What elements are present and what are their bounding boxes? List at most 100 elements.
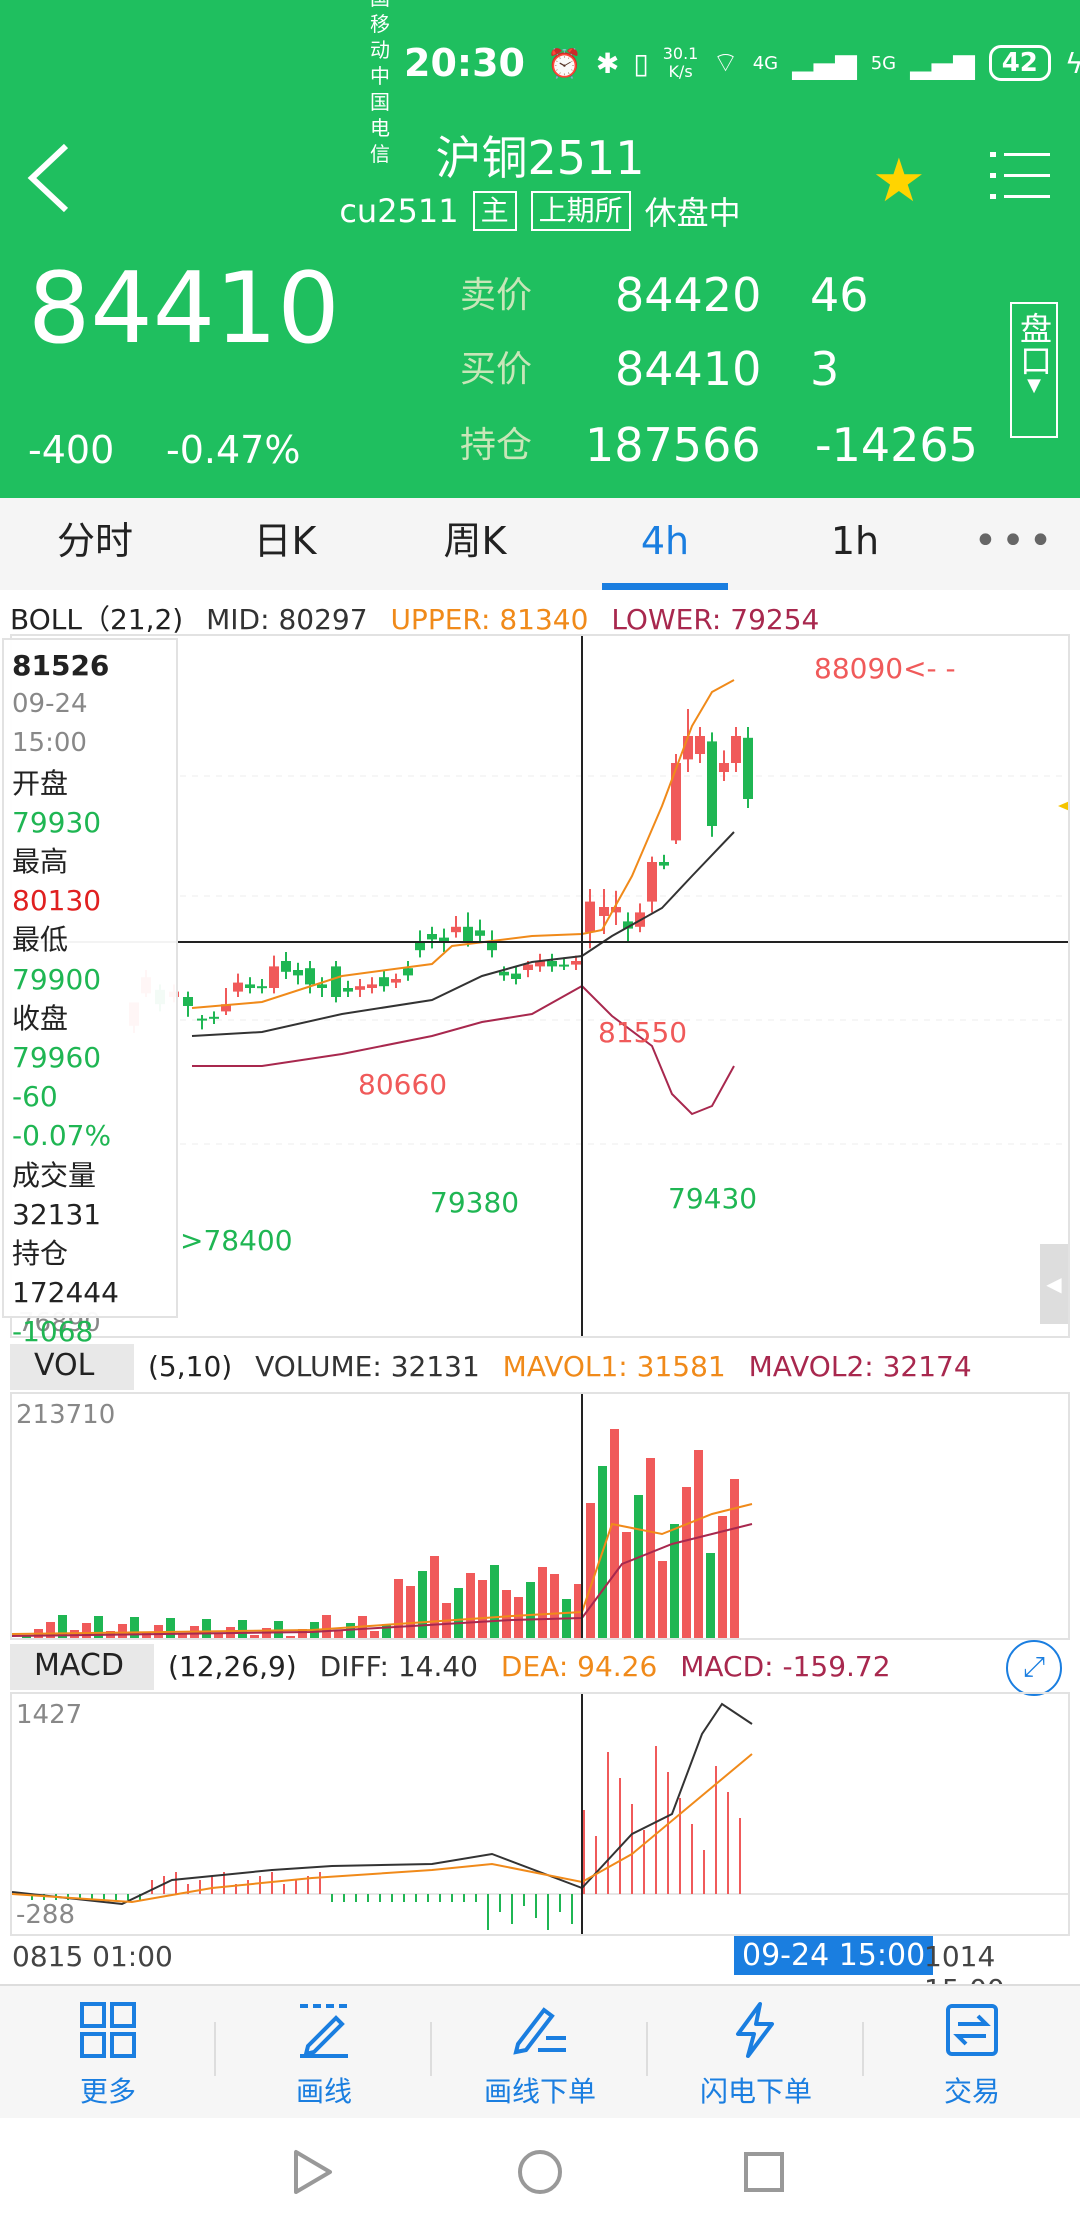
vol-volume: VOLUME: 32131 [255,1350,480,1383]
annotation-79380: 79380 [430,1186,520,1219]
macd-indicator-tag[interactable]: MACD [10,1644,154,1690]
candle-body [197,1018,207,1021]
boll-mid: MID: 80297 [206,603,368,636]
volume-svg [12,1394,753,1638]
kline-chart[interactable]: 76890 ◀ [10,634,1070,1338]
tab-daily[interactable]: 日K [253,519,317,563]
contract-code: cu2511 [339,192,459,230]
volume-bar [634,1495,643,1638]
chart-side-handle[interactable]: ◀ [1040,1244,1068,1324]
candle-body [305,968,315,985]
signal-label-4g: 4G [752,52,779,74]
macd-dea: DEA: 94.26 [500,1650,658,1683]
annotation-81550: 81550 [598,1016,688,1049]
draw-line-button[interactable]: 画线 [216,1986,432,2118]
candle-body [659,862,669,866]
candle-body [707,741,717,826]
volume-bar [58,1615,67,1638]
tab-more[interactable]: ••• [973,518,1057,564]
quote-size: 3 [810,342,840,396]
back-arrow-icon[interactable] [22,138,82,218]
pankou-button[interactable]: 盘口 ▼ [1010,302,1058,438]
list-menu-icon[interactable] [990,148,1050,202]
trade-button[interactable]: 交易 [864,1986,1080,2118]
candle-body [611,907,621,913]
tooltip-value: 81526 [12,649,110,682]
status-bar: 中国移动 中国电信 20:30 ⏰ ✱ ▯ 30.1 K/s ⌔ 4G ▂▄▆ … [370,0,1080,166]
signal-label-5g: 5G [870,52,897,74]
volume-bar [334,1630,343,1638]
draw-order-button[interactable]: 画线下单 [432,1986,648,2118]
volume-bar [238,1620,247,1638]
bottom-toolbar: 更多 画线 画线下单 闪电下单 交易 [0,1984,1080,2118]
volume-bar [574,1584,583,1638]
caret-down-icon: ▼ [1027,375,1041,396]
vol-params: (5,10) [148,1350,233,1383]
nav-back-icon[interactable] [294,2150,332,2194]
volume-bar [382,1624,391,1638]
nav-home-icon[interactable] [518,2150,562,2194]
more-button[interactable]: 更多 [0,1986,216,2118]
macd-chart[interactable]: 1427 -288 [10,1692,1070,1936]
candle-body [355,986,365,990]
volume-bar [490,1565,499,1638]
volume-bar [298,1629,307,1638]
quote-price: 84420 [615,268,762,322]
vibrate-icon: ▯ [633,46,649,80]
exchange-tag: 上期所 [530,191,631,231]
fullscreen-expand-icon[interactable]: ⤢ [1006,1640,1062,1696]
tooltip-high: 80130 [12,884,102,918]
vol-indicator-tag[interactable]: VOL [10,1344,134,1390]
annotation-high: 88090<- - [814,652,956,685]
crosshair-tooltip: 81526 09-24 15:00 开盘 79930 最高 80130 最低 7… [2,638,178,1348]
subtitle: cu2511 主 上期所 休盘中 [0,188,1080,234]
tooltip-date: 09-24 15:00 [12,689,88,759]
candle-body [463,926,473,942]
volume-bar [178,1633,187,1638]
candle-body [331,966,341,997]
macd-dea-line [12,1753,753,1904]
nav-recents-icon[interactable] [744,2152,784,2192]
candle-body [317,984,327,988]
quote-price: 84410 [615,342,762,396]
boll-upper: UPPER: 81340 [390,603,589,636]
candle-body [451,926,461,933]
flash-order-button[interactable]: 闪电下单 [648,1986,864,2118]
volume-bar [526,1582,535,1638]
tab-4h[interactable]: 4h [570,498,760,590]
candle-body [233,982,243,992]
tooltip-close-label: 收盘 [12,1001,69,1035]
tooltip-open-label: 开盘 [12,766,69,800]
tab-1h[interactable]: 1h [830,519,880,563]
annotation-low: >78400 [180,1224,293,1257]
volume-bar [322,1615,331,1638]
net-speed: 30.1 K/s [663,45,699,81]
favorite-star-icon[interactable]: ★ [872,146,926,216]
tab-intraday[interactable]: 分时 [56,519,133,563]
signal-icon-2: ▂▄▆ [910,46,975,80]
candle-body [439,937,449,943]
volume-bar [622,1532,631,1638]
tab-weekly[interactable]: 周K [443,519,507,563]
tooltip-low: 79900 [12,962,102,996]
volume-bar [166,1618,175,1638]
volume-bar [730,1479,739,1638]
candle-body [379,977,389,987]
quote-ask: 卖价 84420 46 [460,268,869,324]
macd-diff: DIFF: 14.40 [319,1650,478,1683]
candle-body [535,961,545,967]
pankou-label: 盘口 [1015,312,1053,376]
macd-y-min: -288 [16,1900,76,1930]
volume-bar [658,1561,667,1638]
volume-bar [538,1567,547,1638]
volume-chart[interactable]: 213710 [10,1392,1070,1640]
candle-body [281,961,291,972]
mavol1-line [12,1503,753,1635]
volume-bar [370,1631,379,1638]
macd-y-max: 1427 [16,1700,83,1730]
last-price: 84410 [28,252,340,366]
volume-bar [214,1634,223,1638]
candle-body [585,901,595,933]
volume-bar [94,1616,103,1638]
macd-svg [12,1694,1068,1934]
